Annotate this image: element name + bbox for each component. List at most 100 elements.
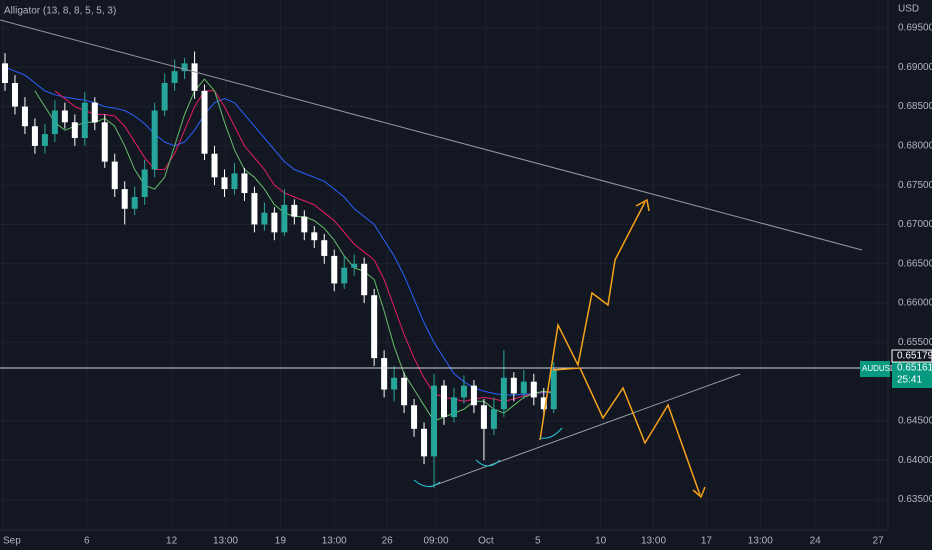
candle-body bbox=[31, 126, 38, 146]
x-tick-label: 5 bbox=[535, 536, 541, 547]
candle-body bbox=[291, 204, 298, 217]
y-tick-label: 0.63500 bbox=[898, 494, 932, 505]
price-tag bbox=[892, 362, 932, 389]
candle-body bbox=[470, 385, 477, 406]
countdown: 25:41 bbox=[897, 375, 922, 386]
candle-body bbox=[101, 122, 108, 162]
y-tick-label: 0.64500 bbox=[898, 416, 932, 427]
y-tick-label: 0.68000 bbox=[898, 141, 932, 152]
price-tag bbox=[891, 349, 932, 363]
candle-body bbox=[161, 83, 168, 111]
indicator-title: Alligator (13, 8, 8, 5, 5, 3) bbox=[4, 6, 116, 17]
price-label: 0.65179 bbox=[897, 351, 932, 362]
candle-body bbox=[21, 106, 28, 127]
candle-body bbox=[241, 173, 248, 194]
candle-body bbox=[81, 102, 88, 139]
y-tick-label: 0.68500 bbox=[898, 101, 932, 112]
y-tick-label: 0.69500 bbox=[898, 23, 932, 34]
candle-body bbox=[111, 161, 118, 190]
y-tick-label: 0.67500 bbox=[898, 180, 932, 191]
projection-up bbox=[539, 201, 646, 441]
candle-body bbox=[271, 212, 278, 233]
x-tick-label: 27 bbox=[872, 536, 884, 547]
candle-body bbox=[321, 240, 328, 256]
y-tick-label: 0.66500 bbox=[898, 258, 932, 269]
trend-line bbox=[429, 373, 741, 488]
x-tick-label: 13:00 bbox=[748, 536, 773, 547]
candle-body bbox=[211, 153, 218, 178]
drawings bbox=[0, 19, 888, 499]
candle-body bbox=[381, 358, 388, 390]
axes: 0.69500 0.69000 0.68500 0.68000 0.67500 0.670… bbox=[3, 23, 932, 547]
x-tick-label: 13:00 bbox=[213, 536, 238, 547]
candle-body bbox=[500, 377, 507, 410]
y-tick-label: 0.65500 bbox=[898, 337, 932, 348]
symbol-tag bbox=[860, 361, 890, 378]
x-tick-label: Oct bbox=[478, 536, 494, 547]
candle-body bbox=[141, 169, 148, 197]
candle-body bbox=[391, 377, 398, 390]
candle-body bbox=[550, 369, 557, 410]
arrow-head bbox=[692, 486, 706, 499]
candle-body bbox=[41, 134, 48, 146]
candle-body bbox=[331, 255, 338, 284]
candle-body bbox=[191, 63, 198, 91]
trend-line bbox=[0, 19, 863, 251]
candle-body bbox=[490, 409, 497, 429]
candle-body bbox=[460, 385, 467, 398]
x-tick-label: 09:00 bbox=[424, 536, 449, 547]
x-tick-label: 24 bbox=[810, 536, 822, 547]
candle-body bbox=[181, 63, 188, 72]
candle-body bbox=[301, 216, 308, 233]
x-tick-label: 10 bbox=[595, 536, 607, 547]
candle-body bbox=[341, 267, 348, 284]
candle-body bbox=[91, 102, 98, 123]
x-tick-label: 17 bbox=[701, 536, 713, 547]
candle-body bbox=[530, 381, 537, 398]
candle-body bbox=[431, 385, 438, 457]
y-tick-label: 0.66000 bbox=[898, 298, 932, 309]
x-tick-label: 13:00 bbox=[641, 536, 666, 547]
candle-body bbox=[251, 193, 258, 225]
price-label: 0.65161 bbox=[897, 363, 932, 374]
candle-body bbox=[231, 173, 238, 190]
pattern-curve bbox=[539, 427, 563, 439]
candle-body bbox=[261, 212, 268, 225]
candle-body bbox=[540, 397, 547, 410]
candle-body bbox=[351, 263, 358, 268]
candle-body bbox=[371, 295, 378, 359]
candle-body bbox=[361, 263, 368, 296]
x-tick-label: 19 bbox=[275, 536, 287, 547]
x-tick-label: 6 bbox=[84, 536, 90, 547]
candle-body bbox=[480, 405, 487, 429]
x-tick-label: Sep bbox=[3, 536, 21, 547]
candle-body bbox=[71, 122, 78, 139]
candle-body bbox=[311, 232, 318, 241]
y-tick-label: 0.69000 bbox=[898, 62, 932, 73]
candle-body bbox=[1, 63, 8, 84]
candle-body bbox=[450, 397, 457, 418]
candle-body bbox=[51, 110, 58, 135]
arrow-head bbox=[635, 198, 650, 212]
candle-body bbox=[151, 110, 158, 170]
candle-body bbox=[281, 204, 288, 233]
x-tick-label: 13:00 bbox=[322, 536, 347, 547]
projection-down bbox=[552, 367, 701, 496]
x-tick-label: 26 bbox=[382, 536, 394, 547]
candle-body bbox=[421, 428, 428, 457]
y-tick-label: 0.64000 bbox=[898, 455, 932, 466]
alligator-line bbox=[54, 90, 554, 402]
candle-body bbox=[61, 110, 68, 123]
candle-body bbox=[131, 196, 138, 209]
x-tick-label: 12 bbox=[166, 536, 178, 547]
candle-body bbox=[121, 189, 128, 209]
symbol-label: AUDUSD bbox=[862, 364, 896, 373]
pattern-curve bbox=[475, 459, 501, 467]
candle-body bbox=[520, 381, 527, 394]
candle-body bbox=[11, 83, 18, 107]
candle-body bbox=[510, 377, 517, 394]
candle-body bbox=[411, 405, 418, 429]
plot-area bbox=[0, 0, 888, 530]
